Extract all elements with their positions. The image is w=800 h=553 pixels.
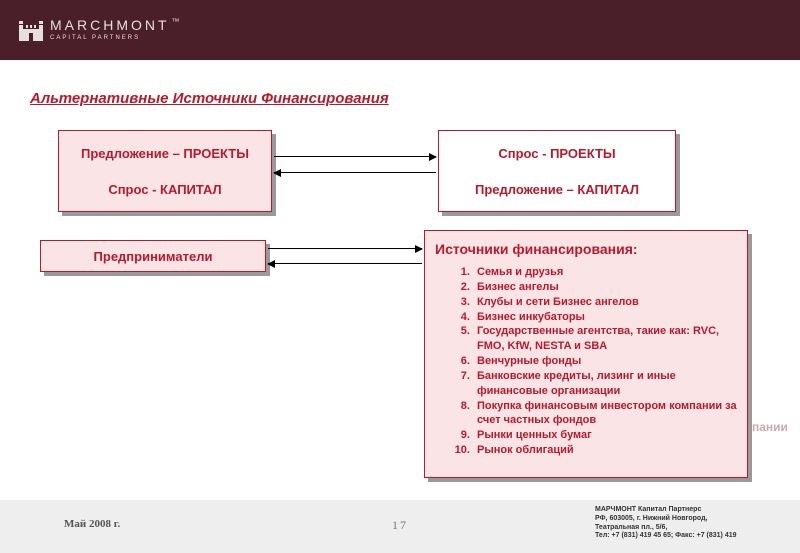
box-entrepreneurs: Предприниматели	[40, 240, 266, 272]
sources-item-5: Государственные агентства, такие как: RV…	[473, 324, 739, 354]
header-bar: MARCHMONT™ CAPITAL PARTNERS	[0, 0, 800, 60]
sources-item-9: Рынки ценных бумаг	[473, 428, 739, 443]
slide-title: Альтернативные Источники Финансирования	[30, 90, 389, 107]
logo: MARCHMONT™ CAPITAL PARTNERS	[18, 18, 180, 41]
sources-item-8: Покупка финансовым инвестором компании з…	[473, 399, 739, 429]
arrow-mid-right	[268, 248, 422, 249]
box-supply-demand-left: Предложение – ПРОЕКТЫ Спрос - КАПИТАЛ	[58, 130, 272, 212]
castle-icon	[18, 19, 44, 41]
arrow-mid-left	[268, 263, 422, 264]
logo-subtext: CAPITAL PARTNERS	[50, 35, 180, 41]
footer-addr-3: Театральная пл., 5/6,	[595, 524, 790, 533]
arrow-top-left	[274, 172, 436, 173]
sources-item-3: Клубы и сети Бизнес ангелов	[473, 295, 739, 310]
footer-address: МАРЧМОНТ Капитал Партнерс РФ, 603005, г.…	[595, 506, 790, 541]
footer-bar: Май 2008 г. 17 МАРЧМОНТ Капитал Партнерс…	[0, 500, 800, 553]
box-tr-line2: Предложение – КАПИТАЛ	[439, 182, 675, 197]
arrow-top-right	[274, 156, 436, 157]
box-tr-line1: Спрос - ПРОЕКТЫ	[439, 146, 675, 161]
box-supply-demand-right: Спрос - ПРОЕКТЫ Предложение – КАПИТАЛ	[438, 130, 676, 212]
footer-addr-1: МАРЧМОНТ Капитал Партнерс	[595, 506, 790, 515]
logo-main-text: MARCHMONT	[50, 17, 170, 33]
box-funding-sources: Источники финансирования: Семья и друзья…	[424, 230, 748, 478]
logo-tm: ™	[172, 17, 180, 26]
sources-item-2: Бизнес ангелы	[473, 280, 739, 295]
footer-addr-4: Тел: +7 (831) 419 45 65; Факс: +7 (831) …	[595, 532, 790, 541]
sources-list: Семья и друзьяБизнес ангелыКлубы и сети …	[435, 265, 739, 458]
sources-item-10: Рынок облигаций	[473, 443, 739, 458]
sources-item-6: Венчурные фонды	[473, 354, 739, 369]
box-entrepreneurs-label: Предприниматели	[94, 249, 213, 264]
footer-addr-2: РФ, 603005, г. Нижний Новгород,	[595, 515, 790, 524]
sources-title: Источники финансирования:	[435, 241, 739, 257]
box-tl-line2: Спрос - КАПИТАЛ	[59, 182, 271, 197]
sources-item-4: Бизнес инкубаторы	[473, 310, 739, 325]
sources-item-1: Семья и друзья	[473, 265, 739, 280]
box-tl-line1: Предложение – ПРОЕКТЫ	[59, 146, 271, 161]
ghost-trailing: пании	[752, 420, 788, 434]
sources-item-7: Банковские кредиты, лизинг и иные финанс…	[473, 369, 739, 399]
